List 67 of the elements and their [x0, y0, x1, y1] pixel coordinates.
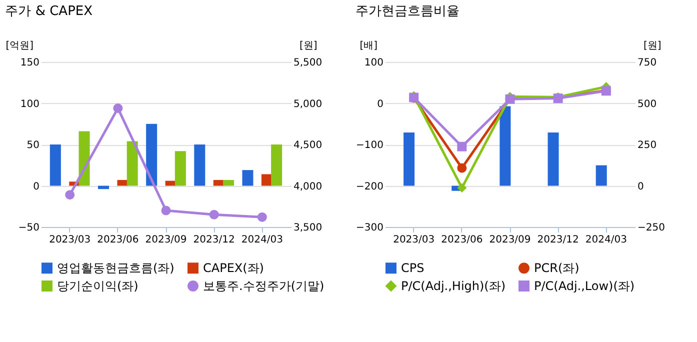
point [209, 210, 219, 220]
bar [223, 180, 234, 186]
x-tick-label: 2023/12 [193, 234, 235, 246]
y2-tick-label: 250 [638, 140, 657, 151]
y2-tick-label: 3,500 [294, 222, 322, 234]
chart-title: 주가 & CAPEX [5, 4, 93, 19]
x-tick-label: 2024/03 [585, 234, 627, 246]
bar [50, 144, 61, 186]
x-tick-label: 2023/03 [49, 234, 91, 246]
bar [242, 170, 254, 186]
y-tick-label: −200 [356, 181, 384, 192]
bar [500, 106, 511, 186]
point [257, 212, 267, 222]
x-tick-label: 2023/06 [97, 234, 139, 246]
y-tick-label: 0 [377, 98, 384, 110]
y-tick-label: −300 [356, 222, 384, 234]
point [65, 190, 75, 200]
point [457, 183, 467, 193]
bar [78, 131, 90, 186]
point [457, 142, 467, 152]
y2-tick-label: 5,500 [294, 58, 322, 68]
bar [404, 132, 415, 186]
bar [271, 144, 282, 186]
bar [174, 151, 186, 186]
chart-title: 주가현금흐름비율 [356, 4, 460, 19]
x-tick-label: 2023/09 [145, 234, 187, 246]
y-tick-label: 150 [20, 58, 40, 68]
bar [98, 186, 109, 190]
bar [146, 124, 158, 186]
y-axis-title: [억원] [6, 40, 34, 52]
y-tick-label: −100 [356, 140, 384, 151]
y-tick-label: 100 [20, 98, 40, 110]
y2-tick-label: 0 [638, 181, 644, 192]
y-tick-label: −50 [18, 222, 40, 234]
point [113, 103, 123, 113]
legend-label: 당기순이익(좌) [57, 279, 138, 293]
bar [126, 141, 138, 186]
point [457, 163, 467, 173]
legend-label: P/C(Adj.,Low)(좌) [534, 279, 635, 293]
y2-tick-label: 4,000 [294, 181, 322, 192]
y-axis-title: [배] [360, 40, 378, 52]
legend-label: PCR(좌) [534, 261, 580, 276]
y-tick-label: 0 [33, 181, 40, 192]
x-tick-label: 2024/03 [241, 234, 283, 246]
y2-axis-title: [원] [644, 40, 662, 52]
y-tick-label: 50 [26, 140, 40, 151]
bar [548, 132, 559, 186]
y2-tick-label: 500 [638, 98, 657, 110]
y2-tick-label: 4,500 [294, 140, 322, 151]
y2-axis-title: [원] [300, 40, 318, 52]
y2-tick-label: 750 [638, 58, 657, 68]
x-tick-label: 2023/12 [537, 234, 579, 246]
point [161, 206, 171, 216]
x-tick-label: 2023/09 [489, 234, 531, 246]
x-tick-label: 2023/03 [393, 234, 435, 246]
legend-label: P/C(Adj.,High)(좌) [401, 279, 506, 293]
y-tick-label: 100 [364, 58, 384, 68]
y2-tick-label: 5,000 [294, 98, 322, 110]
legend-label: 보통주.수정주가(기말) [203, 279, 324, 293]
bar [596, 165, 607, 186]
legend-label: CPS [401, 261, 424, 276]
bar [117, 180, 128, 186]
x-tick-label: 2023/06 [441, 234, 483, 246]
legend-label: CAPEX(좌) [203, 261, 264, 276]
legend-label: 영업활동현금흐름(좌) [57, 261, 174, 276]
bar [194, 144, 206, 186]
y2-tick-label: −250 [638, 222, 665, 234]
